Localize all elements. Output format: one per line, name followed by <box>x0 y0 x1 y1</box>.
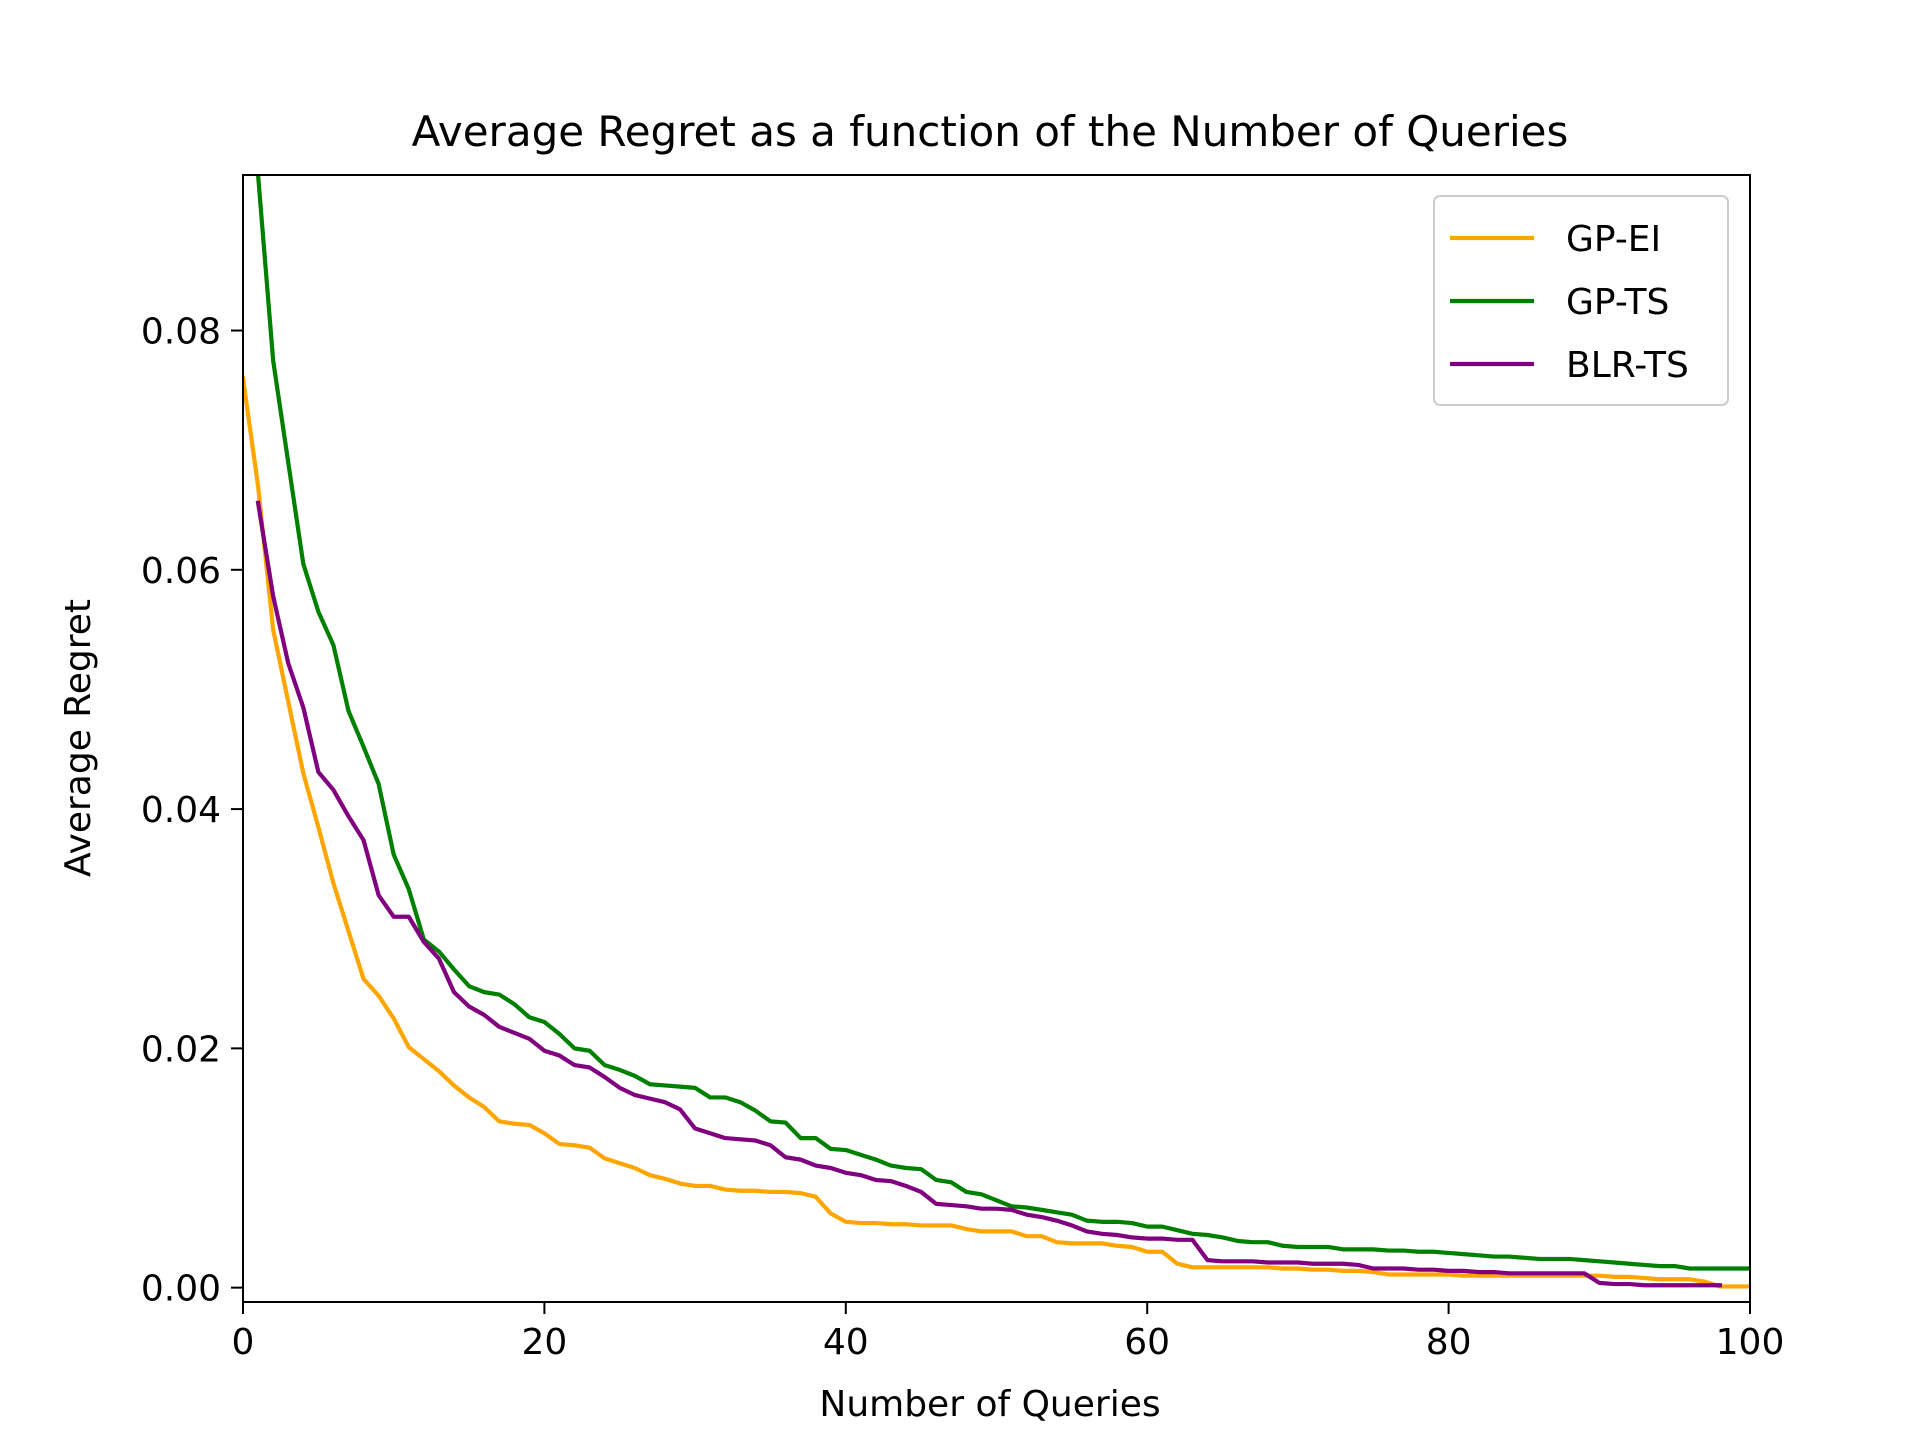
series-line-blr-ts <box>255 500 1722 1288</box>
axes-frame <box>242 174 1751 1303</box>
legend-label-blr-ts: BLR-TS <box>1566 345 1689 386</box>
y-tick-label: 0.02 <box>141 1029 221 1070</box>
series-line-gp-ei <box>243 376 1750 1289</box>
y-tick-label: 0.06 <box>141 551 221 592</box>
x-axis-label: Number of Queries <box>819 1384 1160 1425</box>
y-axis-label: Average Regret <box>58 599 99 877</box>
y-tick-label: 0.08 <box>141 312 221 353</box>
y-tick-label: 0.00 <box>141 1269 221 1310</box>
axes-layer: 0 20 40 60 80 100 0.00 0.02 0.04 0.06 0.08 <box>141 174 1785 1363</box>
chart-title: Average Regret as a function of the Numb… <box>412 107 1569 156</box>
x-tick-label: 60 <box>1124 1322 1170 1363</box>
x-tick-label: 20 <box>521 1322 567 1363</box>
legend-label-gp-ts: GP-TS <box>1566 282 1669 323</box>
y-tick-label: 0.04 <box>141 790 221 831</box>
x-tick-label: 80 <box>1426 1322 1472 1363</box>
x-tick-label: 100 <box>1716 1322 1785 1363</box>
legend-label-gp-ei: GP-EI <box>1566 219 1661 260</box>
series-line-gp-ts <box>255 175 1750 1271</box>
series-layer <box>243 175 1750 1289</box>
x-tick-label: 40 <box>823 1322 869 1363</box>
x-tick-label: 0 <box>232 1322 255 1363</box>
legend: GP-EI GP-TS BLR-TS <box>1433 195 1729 406</box>
legend-box <box>1433 195 1729 406</box>
